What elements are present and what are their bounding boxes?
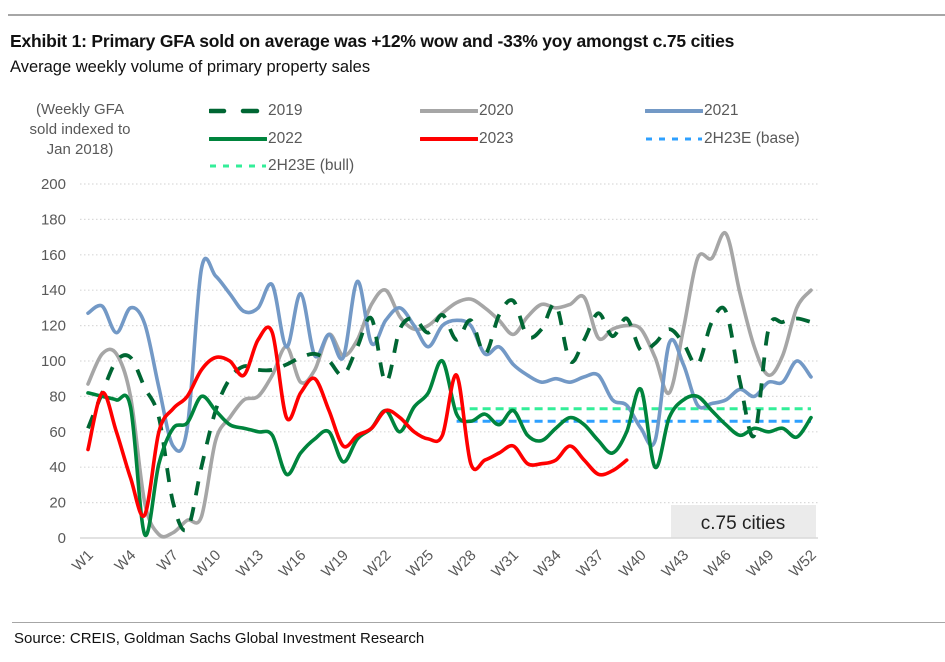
legend-item-2021: 2021 — [645, 102, 738, 120]
y-axis-ticks: 0 20 40 60 80 100 120 140 160 180 200 — [41, 176, 66, 547]
x-tick-label: W28 — [446, 547, 480, 581]
x-tick-label: W10 — [191, 547, 225, 581]
legend-label: 2H23E (base) — [704, 130, 800, 147]
x-tick-label: W1 — [69, 547, 97, 575]
bottom-rule — [12, 622, 945, 623]
gridlines — [80, 183, 818, 504]
legend-label: 2021 — [704, 102, 739, 119]
x-tick-label: W43 — [658, 547, 692, 581]
legend-item-2023: 2023 — [420, 130, 513, 148]
legend-item-2020: 2020 — [420, 102, 513, 120]
y-tick-label: 20 — [49, 495, 66, 512]
series-line-2020 — [86, 230, 813, 539]
x-tick-label: W52 — [786, 547, 820, 581]
annotation-badge-text: c.75 cities — [701, 513, 785, 534]
legend-item-2h23e-bull: 2H23E (bull) — [209, 157, 354, 175]
x-axis-ticks: W1 W4 W7 W10 W13 W16 W19 W22 W25 W28 W31 W34 W37 W40 W… — [69, 547, 820, 581]
x-tick-label: W16 — [276, 547, 310, 581]
legend-swatch — [209, 108, 267, 114]
y-tick-label: 80 — [49, 388, 66, 405]
top-rule — [8, 14, 945, 16]
x-tick-label: W7 — [154, 547, 182, 575]
legend-label: 2019 — [268, 102, 303, 119]
legend-swatch — [646, 137, 702, 141]
exhibit-title: Exhibit 1: Primary GFA sold on average w… — [10, 31, 735, 51]
legend-swatch — [210, 164, 266, 168]
x-tick-label: W22 — [361, 547, 395, 581]
x-tick-label: W19 — [318, 547, 352, 581]
y-axis-label-line-3: Jan 2018) — [46, 141, 114, 158]
y-axis-label: (Weekly GFA sold indexed to Jan 2018) — [20, 100, 140, 160]
y-tick-label: 120 — [41, 318, 66, 335]
y-axis-label-line-1: (Weekly GFA — [35, 101, 125, 118]
y-tick-label: 200 — [41, 176, 66, 193]
legend-swatch — [420, 137, 478, 141]
x-tick-label: W49 — [743, 547, 777, 581]
x-tick-label: W31 — [488, 547, 522, 581]
series-line-2021 — [86, 257, 813, 453]
series-lines — [86, 230, 813, 539]
annotation-badge: c.75 cities — [671, 505, 816, 538]
x-tick-label: W25 — [403, 547, 437, 581]
y-tick-label: 140 — [41, 282, 66, 299]
legend-swatch — [209, 137, 267, 141]
legend-item-2022: 2022 — [209, 130, 302, 148]
legend-swatch — [645, 109, 703, 113]
series-line-2023 — [86, 325, 629, 518]
x-tick-label: W4 — [111, 547, 139, 575]
legend-label: 2022 — [268, 130, 303, 147]
legend-item-2019: 2019 — [209, 102, 302, 120]
legend-label: 2H23E (bull) — [268, 157, 355, 174]
legend-swatch — [420, 109, 478, 113]
x-tick-label: W46 — [701, 547, 735, 581]
y-tick-label: 60 — [49, 424, 66, 441]
legend-label: 2023 — [479, 130, 514, 147]
y-tick-label: 0 — [58, 530, 66, 547]
y-tick-label: 40 — [49, 459, 66, 476]
annotation-badge-background — [671, 505, 816, 538]
x-tick-label: W34 — [531, 547, 565, 581]
legend-label: 2020 — [479, 102, 514, 119]
y-tick-label: 160 — [41, 247, 66, 264]
series-line-2019 — [86, 298, 812, 533]
exhibit-subtitle: Average weekly volume of primary propert… — [10, 58, 371, 76]
x-tick-label: W40 — [616, 547, 650, 581]
x-tick-label: W37 — [573, 547, 607, 581]
series-line-2022 — [86, 359, 813, 538]
y-tick-label: 100 — [41, 353, 66, 370]
y-tick-label: 180 — [41, 211, 66, 228]
y-axis-label-line-2: sold indexed to — [29, 121, 131, 138]
legend-item-2h23e-base: 2H23E (base) — [645, 130, 800, 148]
x-tick-label: W13 — [233, 547, 267, 581]
source-note: Source: CREIS, Goldman Sachs Global Inve… — [14, 630, 425, 647]
